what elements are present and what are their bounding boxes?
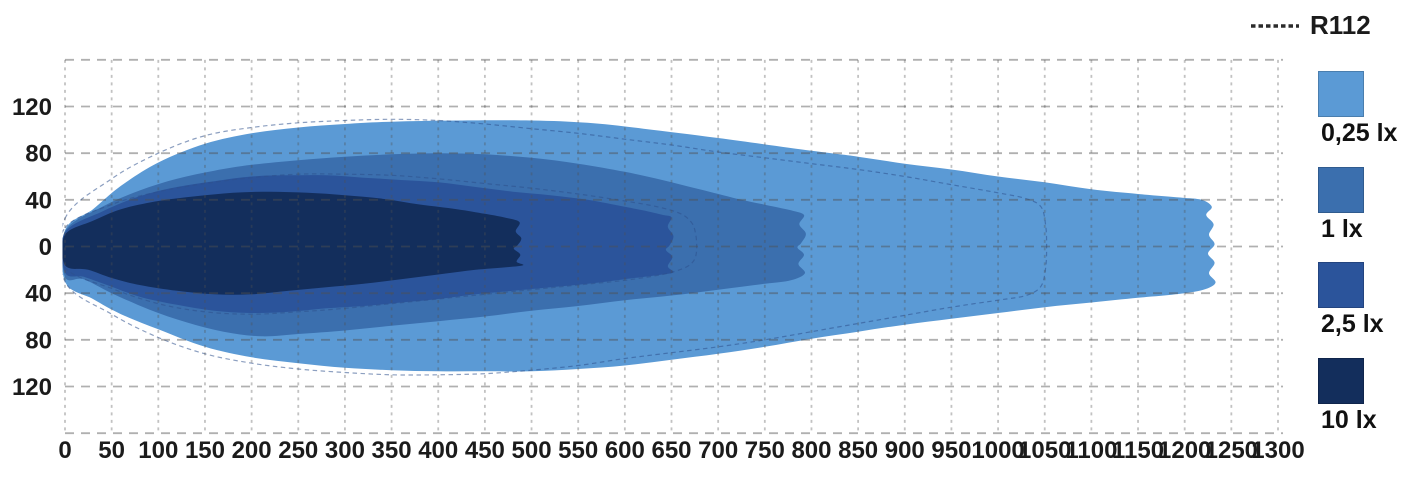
r112-reference-contours: [62, 118, 1048, 376]
x-tick-label: 400: [418, 437, 458, 464]
y-tick-label: 120: [12, 374, 52, 401]
x-tick-label: 750: [745, 437, 785, 464]
legend-item-0-25-lx: 0,25 lx: [1316, 71, 1397, 148]
dashed-line-icon: [1251, 23, 1299, 28]
x-tick-label: 950: [931, 437, 971, 464]
x-tick-label: 0: [58, 437, 71, 464]
legend-swatch-10-lx: [1318, 357, 1364, 404]
legend-item-1-lx: 1 lx: [1316, 166, 1397, 244]
legend-label-1-lx: 1 lx: [1321, 214, 1363, 243]
contour-10-lx: [62, 191, 524, 295]
x-tick-label: 300: [325, 437, 365, 464]
legend-label-10-lx: 10 lx: [1321, 405, 1377, 434]
legend-r112-label: R112: [1310, 10, 1371, 40]
x-tick-label: 600: [605, 437, 645, 464]
x-tick-label: 700: [698, 437, 738, 464]
legend-swatch-1-lx: [1318, 166, 1364, 213]
y-tick-label: 80: [25, 327, 52, 354]
x-tick-label: 500: [512, 437, 552, 464]
x-tick-label: 200: [232, 437, 272, 464]
lux-legend: 0,25 lx 1 lx 2,5 lx 10 lx: [1316, 71, 1397, 434]
y-axis-tick-labels: 120 80 40 0 40 80 120: [12, 94, 52, 401]
x-tick-label: 450: [465, 437, 505, 464]
x-tick-label: 1000: [971, 437, 1024, 464]
x-tick-label: 350: [372, 437, 412, 464]
x-tick-label: 800: [791, 437, 831, 464]
x-tick-label: 1150: [1112, 437, 1164, 464]
y-tick-label: 40: [25, 281, 52, 308]
x-axis-tick-labels: 0 50 100 150 200 250 300 350 400 450 500 550 600 650 7…: [58, 437, 1304, 464]
legend-label-2-5-lx: 2,5 lx: [1321, 310, 1384, 338]
x-tick-label: 50: [98, 437, 125, 464]
x-tick-label: 550: [558, 437, 598, 464]
x-tick-label: 100: [138, 437, 178, 464]
r112-contour-line: [62, 118, 1048, 376]
y-tick-label: 0: [39, 234, 52, 261]
legend-swatch-2-5-lx: [1318, 262, 1364, 308]
legend-label-0-25-lx: 0,25 lx: [1321, 119, 1398, 147]
x-tick-label: 1050: [1018, 437, 1071, 464]
y-tick-label: 80: [25, 141, 52, 168]
legend-swatch-0-25-lx: [1318, 71, 1364, 117]
x-tick-label: 1200: [1158, 437, 1211, 464]
legend-item-10-lx: 10 lx: [1316, 357, 1397, 435]
x-tick-label: 150: [185, 437, 225, 464]
legend-r112: R112: [1250, 10, 1371, 41]
x-tick-label: 1100: [1065, 437, 1117, 464]
y-tick-label: 40: [25, 187, 52, 214]
x-tick-label: 1300: [1251, 437, 1304, 464]
grid: [64, 58, 1284, 435]
x-tick-label: 650: [651, 437, 691, 464]
isolux-regions: [62, 120, 1216, 372]
x-tick-label: 850: [838, 437, 878, 464]
y-tick-label: 120: [12, 94, 52, 121]
x-tick-label: 900: [885, 437, 925, 464]
x-tick-label: 250: [278, 437, 318, 464]
legend-item-2-5-lx: 2,5 lx: [1316, 262, 1397, 339]
x-tick-label: 1250: [1205, 437, 1258, 464]
